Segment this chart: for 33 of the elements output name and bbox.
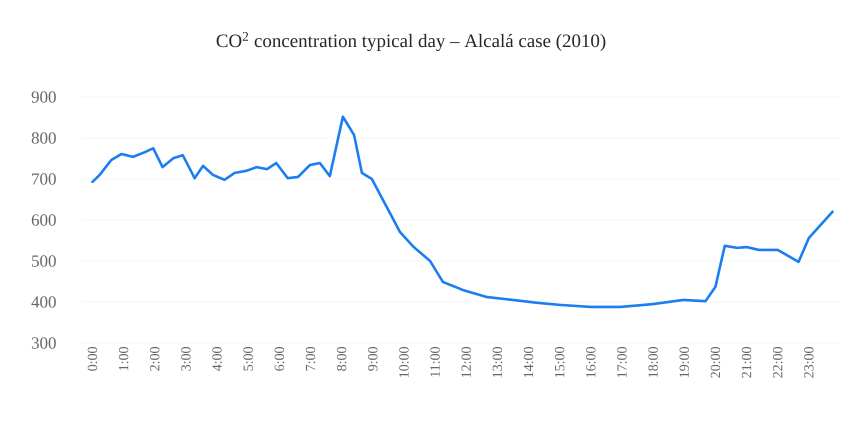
y-tick-label: 400 [31,296,56,308]
x-tick-label: 21:00 [742,347,752,378]
y-tick-label: 500 [32,255,56,267]
x-tick-label: 16:00 [586,347,596,378]
x-tick-label: 11:00 [430,347,440,377]
y-tick-label: 800 [32,132,56,144]
x-tick-label: 5:00 [243,347,253,371]
x-tick-label: 23:00 [804,347,814,378]
x-tick-label: 8:00 [336,347,346,371]
y-tick-label: 700 [32,173,56,185]
x-tick-label: 18:00 [648,347,658,378]
x-tick-label: 22:00 [772,347,782,378]
x-tick-label: 20:00 [710,347,720,378]
x-tick-label: 1:00 [118,347,128,370]
x-tick-label: 0:00 [88,347,98,371]
y-tick-label: 300 [32,337,56,349]
x-tick-label: 6:00 [274,347,284,371]
chart-title: CO$^{2}$ concentration typical day – Alcalá case (2010) [216,32,606,52]
x-tick-label: 4:00 [212,347,222,372]
x-tick-label: 10:00 [399,347,409,378]
x-tick-label: 13:00 [492,347,502,378]
x-tick-label: 15:00 [554,347,564,378]
y-tick-label: 900 [32,91,56,103]
x-tick-label: 3:00 [181,347,191,371]
x-tick-label: 2:00 [150,347,160,371]
y-tick-label: 600 [32,214,56,226]
x-tick-label: 7:00 [306,347,316,370]
x-tick-label: 19:00 [680,347,690,378]
line-series [91,115,834,308]
x-tick-label: 17:00 [617,347,627,378]
x-tick-label: 9:00 [368,347,378,371]
x-tick-label: 14:00 [524,347,534,378]
x-tick-label: 12:00 [461,347,471,378]
